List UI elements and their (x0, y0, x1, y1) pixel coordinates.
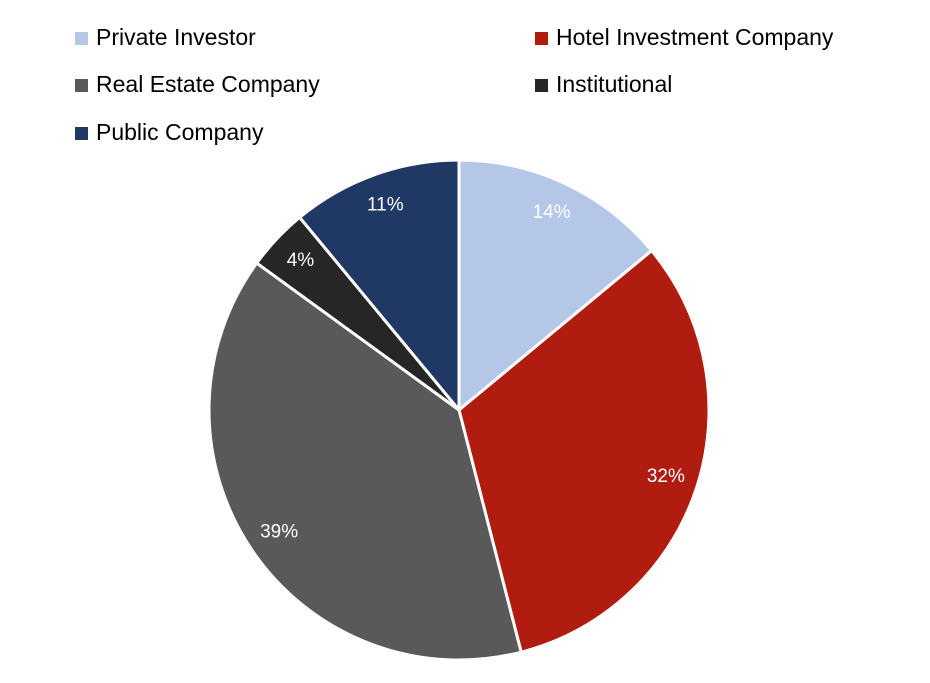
legend-swatch (75, 79, 88, 92)
pie-slice (207, 260, 523, 662)
data-label: 11% (367, 194, 404, 215)
legend-swatch (75, 127, 88, 140)
data-label: 32% (647, 466, 685, 487)
pie-slice (457, 248, 711, 654)
data-label: 39% (260, 521, 298, 542)
legend-label: Hotel Investment Company (556, 24, 834, 50)
legend-label: Real Estate Company (96, 71, 320, 97)
legend-swatch (75, 32, 88, 45)
pie-slice (297, 158, 461, 415)
legend-label: Institutional (556, 71, 672, 97)
pie-slice (457, 158, 654, 414)
legend-swatch (535, 79, 548, 92)
legend-swatch (535, 32, 548, 45)
data-label: 14% (533, 202, 571, 223)
data-label: 4% (287, 250, 315, 271)
legend-label: Private Investor (96, 24, 256, 50)
legend-label: Public Company (96, 119, 264, 145)
